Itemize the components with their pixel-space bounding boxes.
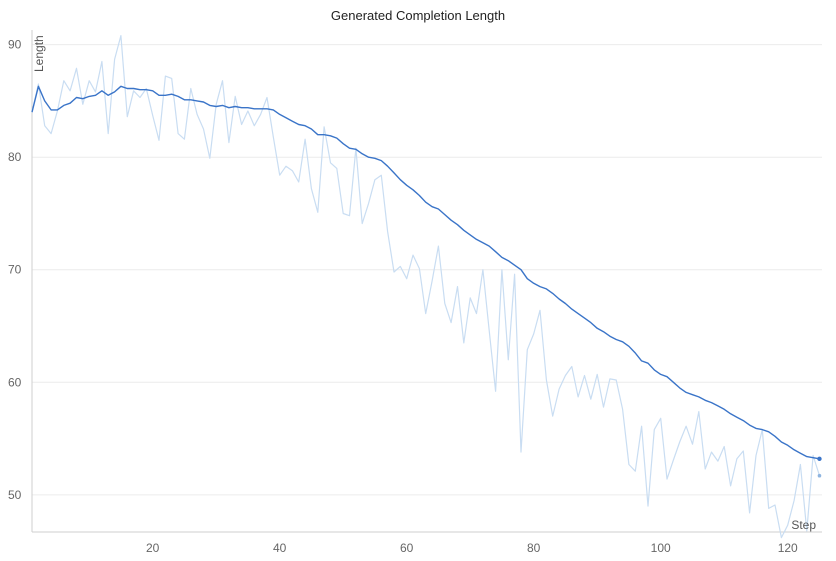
y-tick-label: 50 xyxy=(8,488,22,502)
x-tick-label: 120 xyxy=(778,541,798,555)
x-tick-label: 60 xyxy=(400,541,414,555)
smoothed-last-point xyxy=(817,456,822,462)
y-tick-label: 90 xyxy=(8,38,22,52)
raw-series-line xyxy=(31,34,821,539)
y-tick-label: 60 xyxy=(8,375,22,389)
raw-last-point xyxy=(817,473,822,478)
x-tick-label: 20 xyxy=(146,541,160,555)
x-tick-label: 80 xyxy=(527,541,541,555)
x-tick-labels: 20 40 60 80 100 120 xyxy=(146,541,798,555)
smoothed-series-line xyxy=(31,85,820,460)
x-tick-label: 100 xyxy=(651,541,671,555)
x-tick-label: 40 xyxy=(273,541,287,555)
grid xyxy=(32,44,822,496)
y-axis-label: Length xyxy=(32,35,46,72)
series xyxy=(31,34,822,539)
y-tick-labels: 50 60 70 80 90 xyxy=(8,38,22,502)
x-axis-label: Step xyxy=(791,518,816,532)
chart-title: Generated Completion Length xyxy=(331,8,505,23)
y-tick-label: 70 xyxy=(8,263,22,277)
y-tick-label: 80 xyxy=(8,150,22,164)
